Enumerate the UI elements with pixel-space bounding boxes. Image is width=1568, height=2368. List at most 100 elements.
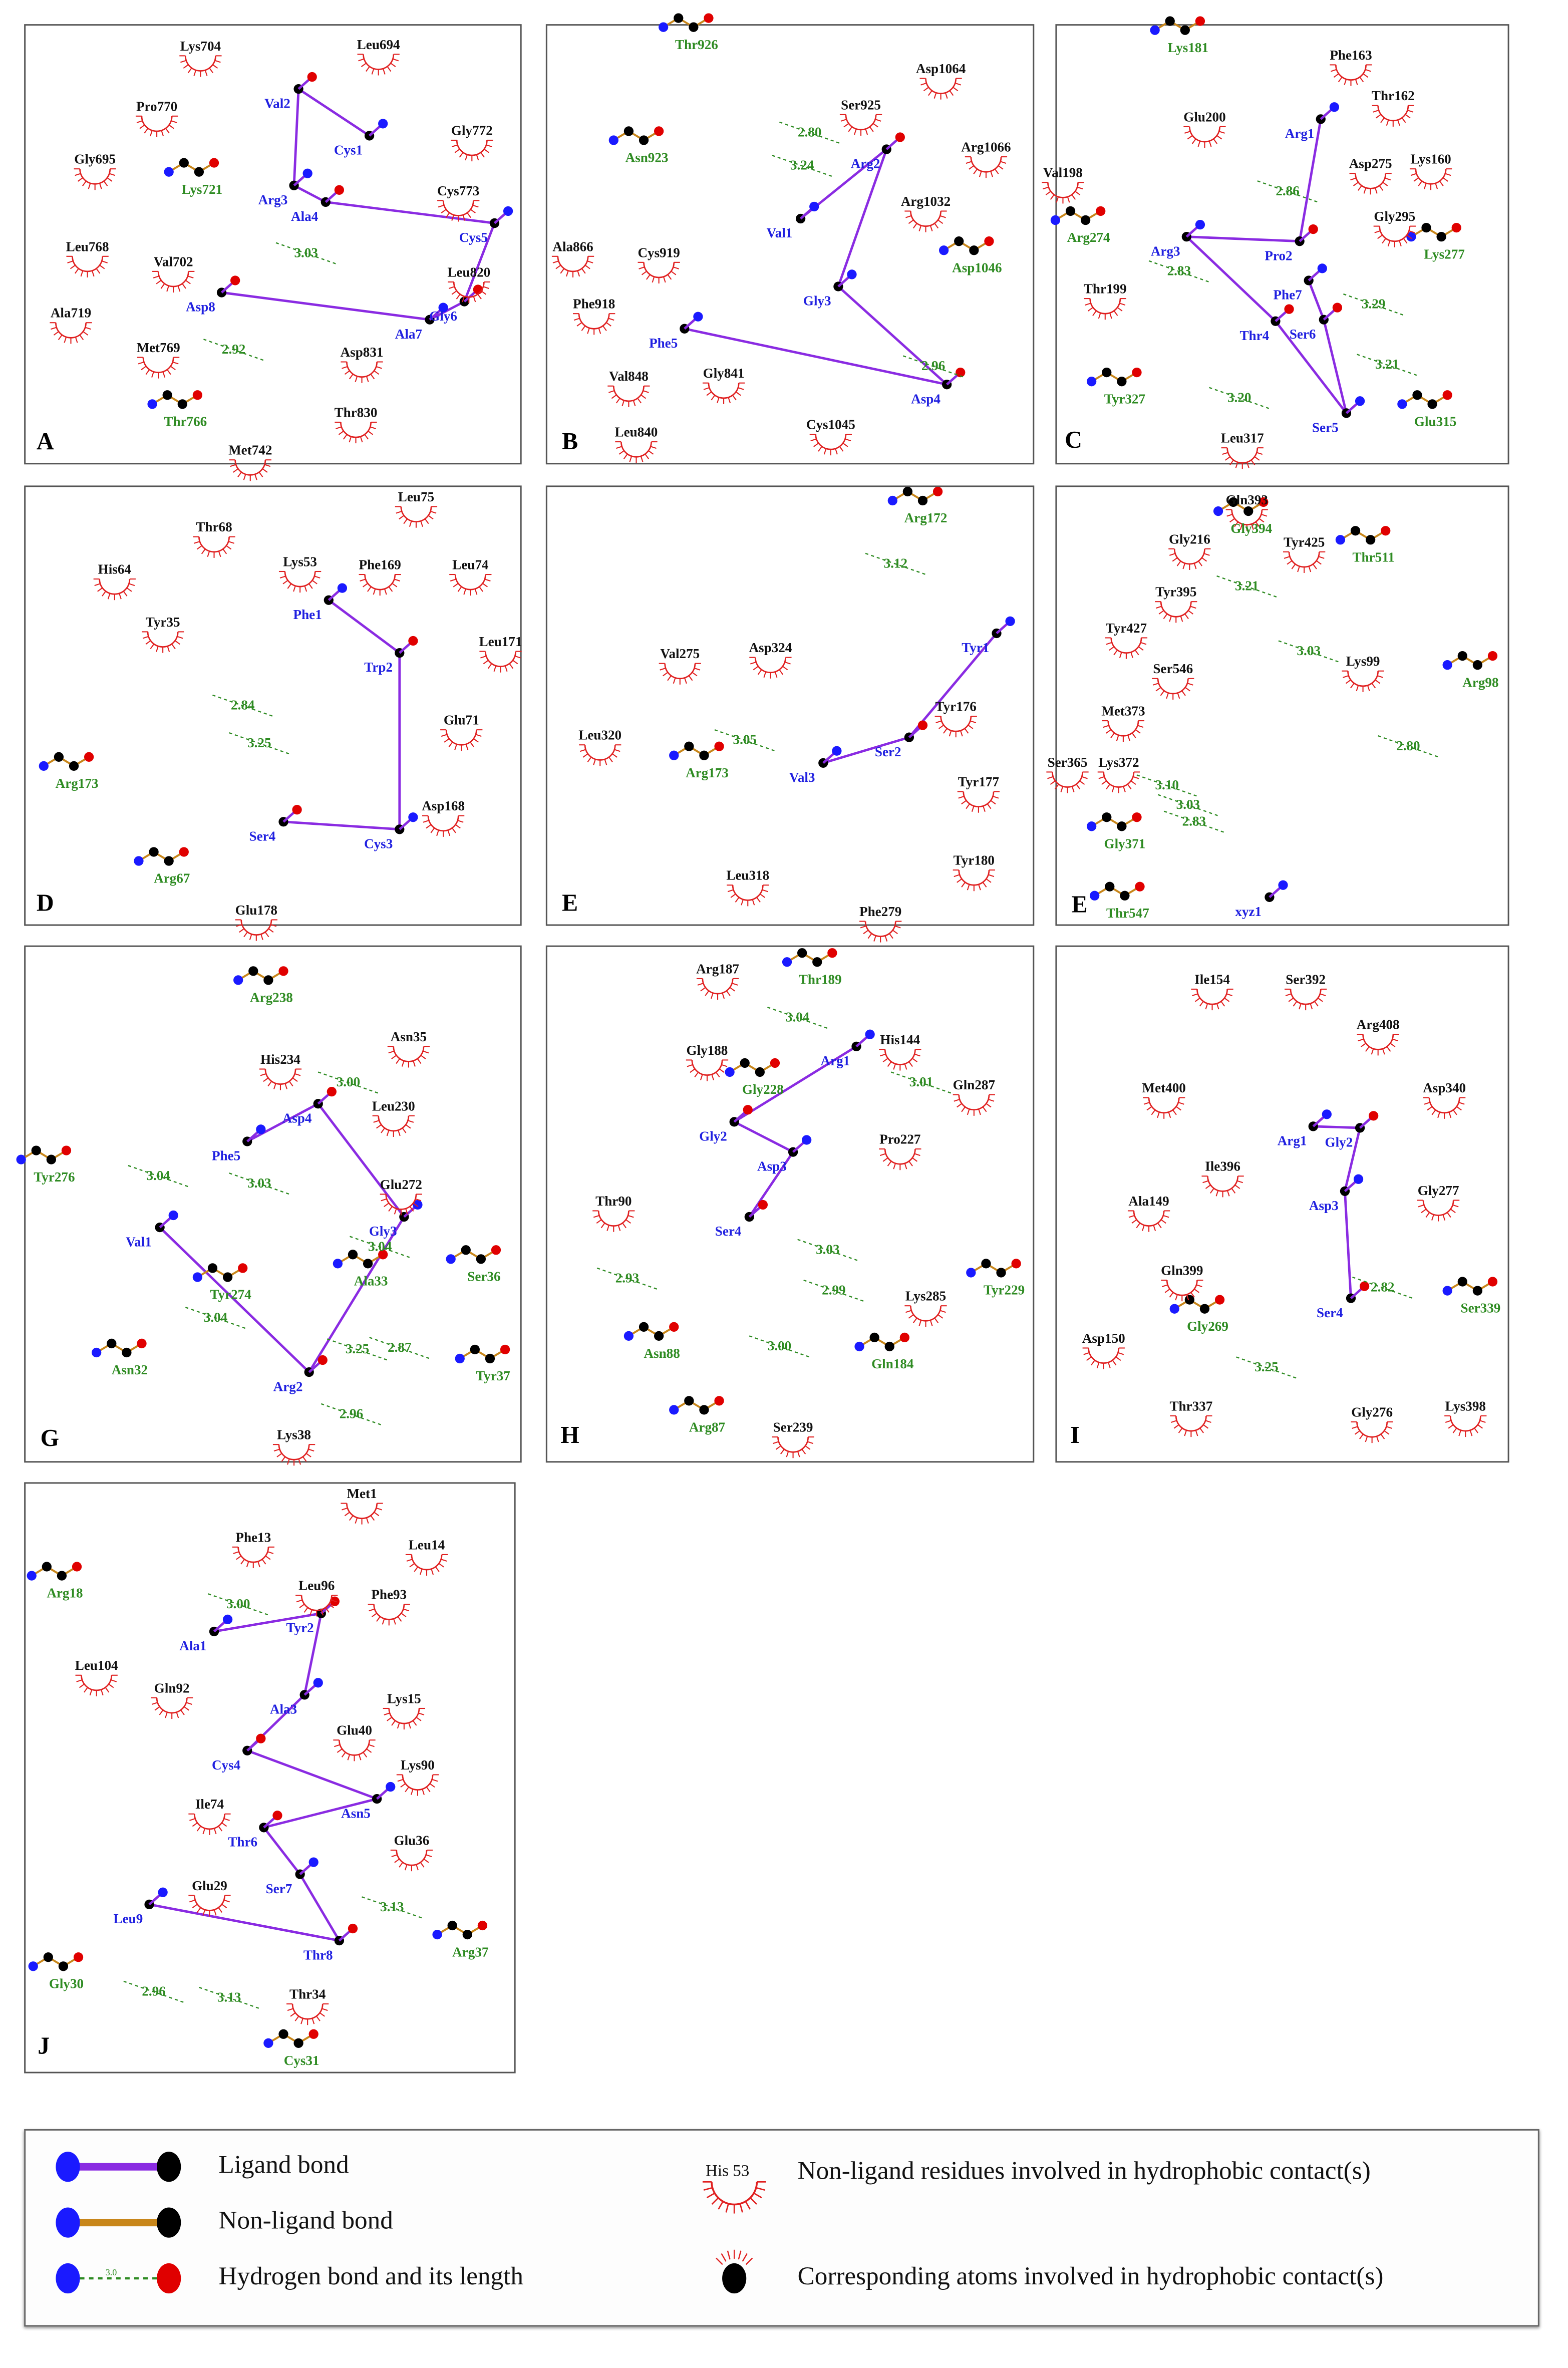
non-ligand-atom: [1487, 651, 1498, 661]
hydrophobic-contact-arc: [879, 1049, 921, 1071]
non-ligand-atom: [887, 495, 897, 506]
non-ligand-atom: [659, 22, 669, 32]
hydrophobic-contact-arc: [904, 210, 947, 232]
ligand-residue-label: Phe5: [211, 1148, 241, 1163]
hydrogen-bond-line: [890, 1071, 952, 1094]
hydrogen-bond-line: [772, 154, 833, 177]
hbond-distance-label: 3.25: [1255, 1359, 1279, 1375]
ligand-atom: [408, 636, 418, 646]
panel-letter: G: [40, 1426, 60, 1452]
panel-diagram: [50, 54, 513, 481]
non-ligand-atom: [233, 975, 243, 985]
legend-example-residue: His 53: [705, 2162, 750, 2181]
hbond-distance-label: 2.92: [221, 341, 246, 357]
hydrophobic-contact-arc: [333, 1739, 376, 1761]
ligand-residue-label: Thr8: [303, 1947, 333, 1963]
hydrophobic-contact-arc: [1161, 1279, 1203, 1302]
hydrogen-bond-symbol: [56, 2263, 181, 2294]
ligand-bond: [299, 1873, 341, 1941]
hbond-residue-label: Tyr274: [210, 1287, 251, 1302]
non-ligand-atom: [1117, 821, 1127, 831]
ligand-residue-label: Val2: [264, 96, 290, 111]
ligand-bond: [297, 88, 370, 137]
hydrophobic-residue-label: Leu96: [298, 1578, 335, 1593]
non-ligand-atom: [740, 1058, 750, 1068]
hydrophobic-residue-label: Leu14: [408, 1537, 445, 1553]
ligand-residue-label: Arg3: [1150, 243, 1180, 259]
hydrophobic-contact-arc: [686, 1059, 729, 1081]
hydrophobic-residue-label: Thr162: [1371, 88, 1415, 104]
panel-i: [1055, 945, 1509, 1463]
non-ligand-atom: [470, 1344, 480, 1355]
non-ligand-atom: [1011, 1259, 1021, 1269]
non-ligand-atom: [827, 948, 837, 958]
non-ligand-atom: [782, 957, 792, 967]
hydrophobic-contact-arc: [229, 459, 271, 481]
ligand-residue-label: Leu9: [113, 1911, 143, 1927]
hydrophobic-contact-arc: [50, 322, 92, 344]
ligand-residue-label: Asp3: [757, 1158, 787, 1174]
ligand-bond: [246, 1102, 319, 1143]
ligand-atom: [386, 1782, 396, 1792]
hydrogen-bond-line: [1357, 354, 1418, 376]
legend-hydrogen-bond-label: Hydrogen bond and its length: [218, 2261, 523, 2291]
hydrophobic-residue-label: Lys160: [1410, 151, 1451, 167]
hydrophobic-contact-arc: [359, 573, 401, 596]
ligand-atom: [272, 1811, 282, 1821]
hydrophobic-contact-arc: [702, 382, 745, 404]
hydrogen-bond-line: [1278, 640, 1339, 663]
hydrophobic-residue-label: Val275: [660, 646, 700, 662]
panel-diagram: [579, 486, 1015, 943]
ligand-residue-label: Gly6: [429, 308, 457, 324]
hydrophobic-residue-label: Tyr427: [1105, 620, 1147, 636]
ligand-bond: [262, 1827, 301, 1875]
hbond-distance-label: 3.03: [247, 1175, 271, 1191]
hydrophobic-residue-label: His64: [98, 561, 131, 577]
hydrogen-bond-line: [203, 339, 264, 361]
non-ligand-atom: [1102, 367, 1112, 378]
hbond-distance-label: 3.04: [785, 1009, 810, 1025]
ligand-atom: [809, 201, 819, 212]
hydrogen-bond-line: [1352, 1276, 1413, 1299]
ligand-bond: [308, 1216, 405, 1373]
ligand-residue-label: Ser2: [874, 744, 901, 759]
ligand-atom: [302, 168, 312, 178]
hbond-residue-label: Gly228: [742, 1082, 784, 1097]
non-ligand-atom: [164, 167, 174, 177]
hydrophobic-residue-label: Lys38: [277, 1427, 311, 1442]
hydrophobic-contact-arc: [1201, 1175, 1244, 1198]
non-ligand-atom: [238, 1263, 248, 1273]
hydrophobic-contact-arc: [151, 1697, 193, 1719]
ligand-residue-label: Ala4: [291, 208, 319, 224]
legend-hydrophobic-atoms-label: Corresponding atoms involved in hydropho…: [797, 2261, 1384, 2291]
non-ligand-atom: [623, 126, 634, 136]
hbond-residue-label: Gly269: [1187, 1318, 1228, 1334]
hydrophobic-residue-label: Tyr176: [935, 699, 977, 714]
ligand-bond: [328, 599, 401, 654]
ligand-residue-label: Gly3: [369, 1224, 397, 1239]
hydrogen-bond-line: [803, 1279, 864, 1302]
hydrophobic-residue-label: Ile396: [1205, 1158, 1240, 1174]
hbond-residue-label: Arg67: [154, 870, 190, 886]
legend-ligand-bond-label: Ligand bond: [218, 2150, 349, 2179]
ligand-bond: [823, 736, 910, 764]
ligand-bond: [149, 1903, 340, 1942]
ligand-residue-label: Val3: [789, 769, 815, 785]
hydrophobic-residue-label: Met373: [1101, 703, 1145, 719]
hydrogen-bond-line: [1216, 575, 1278, 598]
ligand-bond: [283, 820, 400, 831]
ligand-atom: [334, 185, 345, 195]
hydrophobic-contact-arc: [1372, 105, 1414, 127]
non-ligand-atom: [92, 1347, 102, 1358]
ligand-bond: [748, 1151, 794, 1218]
hydrophobic-contact-arc: [422, 815, 465, 837]
hydrophobic-residue-label: Arg408: [1356, 1017, 1400, 1032]
ligand-atom: [1332, 303, 1343, 313]
hbond-distance-label: 3.03: [816, 1242, 840, 1257]
hydrophobic-contact-arc: [137, 357, 180, 379]
hydrophobic-residue-label: Leu317: [1220, 430, 1264, 446]
hydrophobic-residue-label: Asn35: [390, 1029, 427, 1044]
non-ligand-atom: [57, 1571, 67, 1581]
hydrophobic-contact-arc: [1342, 670, 1384, 692]
ligand-bond: [1307, 280, 1325, 321]
